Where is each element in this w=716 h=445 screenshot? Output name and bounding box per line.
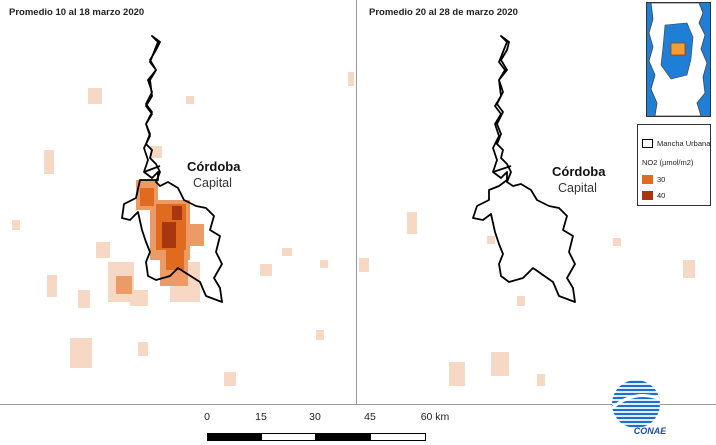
no2-pixel <box>186 96 194 104</box>
no2-pixel <box>359 258 369 272</box>
no2-pixel <box>88 88 102 104</box>
scale-tick-label: 15 <box>255 411 267 423</box>
urban-area-outline <box>121 35 223 303</box>
inset-map-graphic <box>647 3 710 116</box>
legend-label-class: 40 <box>657 191 666 200</box>
panel-title-after: Promedio 20 al 28 de marzo 2020 <box>369 7 518 18</box>
no2-pixel <box>150 146 162 158</box>
no2-pixel <box>282 248 292 256</box>
no2-pixel <box>190 224 204 246</box>
inset-locator-map <box>646 2 711 117</box>
legend-swatch-class <box>642 175 653 184</box>
no2-pixel <box>224 372 236 386</box>
no2-pixel <box>487 236 495 244</box>
legend-label-class: 30 <box>657 175 666 184</box>
legend-row-class: 40 <box>642 191 665 200</box>
no2-pixel <box>320 260 328 268</box>
legend-swatch-outline <box>642 139 653 148</box>
scale-tick-label: 0 <box>204 411 210 423</box>
panel-title-before: Promedio 10 al 18 marzo 2020 <box>9 7 145 18</box>
no2-pixel <box>348 72 354 86</box>
city-sublabel: Capital <box>558 181 597 195</box>
no2-pixel <box>172 206 182 220</box>
logo-text: CONAE <box>634 426 666 436</box>
no2-pixel <box>44 150 54 174</box>
inset-highlight <box>670 42 686 56</box>
legend-row-class: 30 <box>642 175 665 184</box>
no2-map-after <box>359 35 695 386</box>
no2-pixel <box>491 352 509 376</box>
no2-pixel <box>138 342 148 356</box>
urban-area-outline <box>472 35 576 303</box>
no2-pixel <box>70 338 92 368</box>
no2-pixel <box>12 220 20 230</box>
no2-map-before <box>12 35 354 386</box>
scale-segment <box>261 433 316 441</box>
scale-segment <box>370 433 426 441</box>
no2-pixels-max <box>162 206 182 248</box>
no2-pixel <box>517 296 525 306</box>
legend-swatch-class <box>642 191 653 200</box>
map-panel-before: Promedio 10 al 18 marzo 2020 Córdoba Cap… <box>0 0 356 405</box>
scale-tick-label: 30 <box>309 411 321 423</box>
no2-pixel <box>78 290 90 308</box>
legend-label-outline: Mancha Urbana <box>657 139 711 148</box>
no2-pixels-light <box>359 212 695 386</box>
no2-pixel <box>449 362 465 386</box>
no2-pixel <box>162 222 176 248</box>
scale-segment <box>207 433 262 441</box>
map-legend: Mancha Urbana NO2 (µmol/m2) 30 40 <box>637 124 711 206</box>
no2-pixel <box>407 212 417 234</box>
conae-logo: CONAE <box>606 378 667 438</box>
no2-pixel <box>683 260 695 278</box>
road-segment <box>492 165 512 173</box>
no2-pixel <box>316 330 324 340</box>
city-sublabel: Capital <box>193 176 232 190</box>
no2-pixel <box>537 374 545 386</box>
scale-bar: 0 15 30 45 60 km <box>195 408 455 444</box>
no2-pixel <box>140 188 154 206</box>
city-label: Córdoba <box>187 159 241 174</box>
legend-row-outline: Mancha Urbana <box>642 139 710 148</box>
no2-pixel <box>116 276 132 294</box>
scale-tick-label: 60 km <box>420 411 450 423</box>
no2-pixel <box>166 248 184 270</box>
globe-icon <box>612 380 660 428</box>
conae-logo-graphic: CONAE <box>612 380 667 436</box>
no2-pixel <box>47 275 57 297</box>
legend-variable-label: NO2 (µmol/m2) <box>642 158 694 167</box>
no2-pixel <box>613 238 621 246</box>
no2-pixel <box>130 290 148 306</box>
no2-pixel <box>260 264 272 276</box>
road-segment <box>143 165 161 173</box>
legend-variable: NO2 (µmol/m2) <box>642 158 693 167</box>
scale-tick-label: 45 <box>364 411 376 423</box>
no2-pixel <box>96 242 110 258</box>
scale-segment <box>315 433 371 441</box>
city-label: Córdoba <box>552 164 606 179</box>
